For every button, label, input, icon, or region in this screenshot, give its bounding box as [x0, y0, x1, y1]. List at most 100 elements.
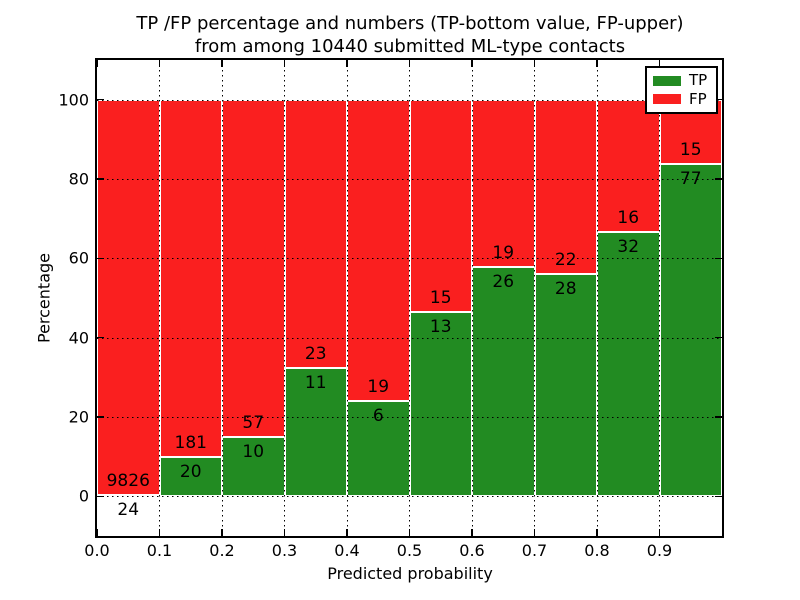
- bar-segment-fp-7: [534, 99, 597, 275]
- x-tick-bottom-0.9: [658, 529, 661, 536]
- y-tick-label-60: 60: [68, 248, 89, 268]
- x-tick-bottom-0.5: [408, 529, 411, 536]
- bar-count-label-fp-7: 22: [554, 250, 577, 271]
- y-tick-right-0: [715, 495, 722, 498]
- y-tick-right-100: [715, 98, 722, 101]
- x-tick-label-0.3: 0.3: [271, 541, 298, 560]
- bar-count-label-fp-8: 16: [617, 207, 640, 228]
- bar-count-label-tp-5: 13: [429, 317, 452, 338]
- legend-label-fp: FP: [689, 89, 707, 108]
- y-tick-label-0: 0: [78, 486, 89, 506]
- chart-title-line1: TP /FP percentage and numbers (TP-bottom…: [136, 13, 684, 34]
- vertical-gridline-0.2: [221, 60, 223, 536]
- chart-title-line2: from among 10440 submitted ML-type conta…: [194, 36, 626, 57]
- bar-segment-fp-4: [347, 99, 410, 402]
- x-tick-bottom-0.1: [158, 529, 161, 536]
- bar-segment-fp-6: [472, 99, 535, 268]
- vertical-gridline-0.5: [409, 60, 410, 536]
- vertical-gridline-0.8: [596, 60, 598, 536]
- bar-count-label-fp-1: 181: [174, 432, 207, 453]
- y-tick-left-60: [97, 257, 104, 260]
- bar-count-label-tp-2: 10: [242, 442, 265, 463]
- bar-segment-fp-5: [409, 99, 472, 313]
- legend-item-fp: FP: [653, 89, 710, 108]
- y-tick-left-80: [97, 178, 104, 180]
- horizontal-gridline-80: [97, 179, 722, 180]
- x-tick-top-0.7: [533, 60, 536, 67]
- bar-segment-fp-2: [222, 99, 285, 438]
- bar-count-label-tp-8: 32: [617, 236, 640, 257]
- bar-count-label-tp-0: 24: [117, 500, 140, 521]
- y-tick-right-60: [715, 257, 722, 260]
- y-tick-left-40: [97, 336, 104, 339]
- x-tick-bottom-0.3: [283, 529, 286, 536]
- horizontal-gridline-0: [97, 496, 722, 498]
- horizontal-gridline-60: [97, 258, 722, 260]
- bar-count-label-fp-3: 23: [304, 344, 327, 364]
- chart-title: TP /FP percentage and numbers (TP-bottom…: [10, 12, 800, 58]
- y-tick-right-40: [715, 336, 722, 339]
- vertical-gridline-0.9: [659, 60, 660, 536]
- x-tick-bottom-0.2: [221, 529, 223, 536]
- bar-count-label-tp-1: 20: [179, 461, 202, 482]
- horizontal-gridline-100: [97, 99, 722, 101]
- x-tick-bottom-0.4: [346, 529, 348, 536]
- bar-segment-fp-3: [284, 99, 347, 368]
- x-tick-bottom-0.7: [533, 529, 536, 536]
- y-tick-right-80: [715, 178, 722, 180]
- legend-item-tp: TP: [653, 73, 710, 88]
- legend-label-tp: TP: [689, 71, 708, 90]
- x-tick-bottom-0.6: [471, 529, 473, 536]
- x-tick-top-0.8: [596, 60, 598, 67]
- bar-segment-fp-1: [159, 99, 222, 457]
- bar-count-label-fp-6: 19: [492, 243, 515, 264]
- vertical-gridline-0.4: [346, 60, 348, 536]
- bar-count-label-tp-9: 77: [679, 169, 702, 190]
- y-tick-label-80: 80: [68, 169, 89, 189]
- x-tick-label-0.9: 0.9: [646, 541, 673, 560]
- x-tick-top-0.1: [158, 60, 161, 67]
- x-tick-top-0.4: [346, 60, 348, 67]
- bar-segment-tp-9: [659, 164, 722, 497]
- x-tick-top-0.3: [283, 60, 286, 67]
- x-tick-label-0.8: 0.8: [584, 541, 610, 560]
- bar-count-label-tp-7: 28: [554, 279, 577, 300]
- x-tick-label-0.7: 0.7: [521, 541, 548, 560]
- y-tick-label-40: 40: [68, 328, 89, 348]
- horizontal-gridline-20: [97, 417, 722, 418]
- x-tick-top-0.9: [658, 60, 661, 67]
- bar-count-label-tp-3: 11: [304, 373, 327, 393]
- x-tick-label-0.4: 0.4: [334, 541, 360, 560]
- legend-swatch-tp-icon: [653, 75, 681, 86]
- x-axis-label: Predicted probability: [327, 564, 493, 583]
- y-tick-left-20: [97, 416, 104, 418]
- x-tick-label-0.2: 0.2: [209, 541, 235, 560]
- bar-segment-fp-0: [97, 99, 160, 496]
- bar-segment-tp-6: [472, 267, 535, 497]
- bar-count-label-tp-4: 6: [372, 406, 384, 427]
- bar-count-label-fp-5: 15: [429, 288, 452, 309]
- y-tick-right-20: [715, 416, 722, 418]
- bar-segment-tp-5: [409, 312, 472, 497]
- x-tick-label-0.1: 0.1: [146, 541, 173, 560]
- bar-count-label-tp-6: 26: [492, 272, 515, 293]
- y-tick-left-100: [97, 98, 104, 101]
- y-tick-label-100: 100: [58, 90, 89, 110]
- x-tick-top-0.6: [471, 60, 473, 67]
- bar-count-label-fp-4: 19: [367, 377, 390, 398]
- vertical-gridline-0.7: [534, 60, 535, 536]
- vertical-gridline-0.1: [159, 60, 160, 536]
- bar-count-label-fp-9: 15: [679, 140, 702, 161]
- y-tick-left-0: [97, 495, 104, 498]
- bar-count-label-fp-2: 57: [242, 413, 265, 434]
- y-tick-label-20: 20: [68, 407, 89, 427]
- bar-segment-tp-8: [597, 231, 660, 497]
- bar-segment-tp-7: [534, 274, 597, 497]
- horizontal-gridline-40: [97, 337, 722, 339]
- x-tick-label-0.0: 0.0: [84, 541, 110, 560]
- x-tick-bottom-0.0: [96, 529, 98, 536]
- x-tick-bottom-0.8: [596, 529, 598, 536]
- x-tick-top-0.2: [221, 60, 223, 67]
- x-tick-label-0.5: 0.5: [396, 541, 423, 560]
